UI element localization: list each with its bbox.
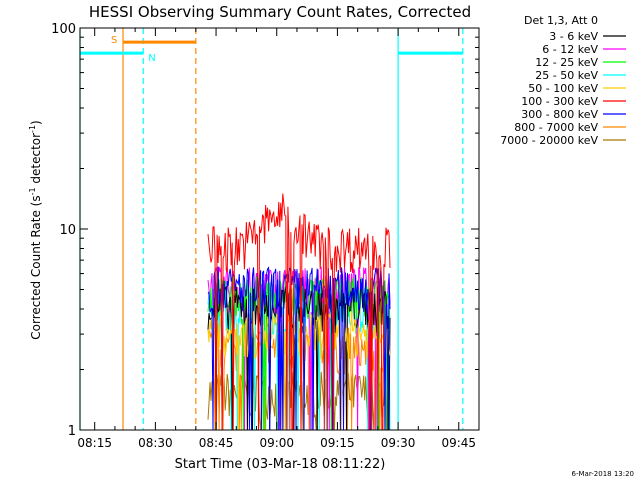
saa-label: S — [111, 35, 117, 46]
legend-label: 25 - 50 keV — [535, 69, 598, 82]
legend-label: 100 - 300 keV — [521, 95, 598, 108]
legend-label: 800 - 7000 keV — [514, 121, 598, 134]
x-tick-label: 09:00 — [259, 436, 294, 450]
legend-label: 7000 - 20000 keV — [500, 134, 598, 147]
x-tick-label: 08:30 — [138, 436, 173, 450]
x-tick-label: 09:15 — [320, 436, 355, 450]
x-axis-label: Start Time (03-Mar-18 08:11:22) — [175, 457, 386, 472]
y-axis-label-part2: detector — [29, 133, 43, 188]
legend-label: 50 - 100 keV — [528, 82, 598, 95]
x-tick-label: 08:15 — [77, 436, 112, 450]
x-tick-label: 08:45 — [199, 436, 234, 450]
legend-label: 300 - 800 keV — [521, 108, 598, 121]
x-tick-label: 09:45 — [441, 436, 476, 450]
y-axis-label-part3: ) — [29, 120, 43, 125]
y-tick-label: 1 — [68, 424, 76, 439]
y-axis-label-part1: Corrected Count Rate (s — [29, 195, 43, 339]
y-axis-label-sup2: -1 — [28, 125, 37, 133]
y-axis-label-sup1: -1 — [28, 187, 37, 195]
night-label: N — [148, 53, 155, 64]
legend-label: 3 - 6 keV — [549, 30, 598, 43]
y-tick-label: 10 — [59, 223, 76, 238]
series-line — [207, 193, 391, 431]
footer-timestamp: 6-Mar-2018 13:20 — [572, 470, 634, 478]
x-tick-label: 09:30 — [381, 436, 416, 450]
series-line — [207, 266, 391, 431]
y-axis-label: Corrected Count Rate (s-1 detector-1) — [28, 120, 43, 339]
legend-title: Det 1,3, Att 0 — [524, 14, 598, 27]
axes: 08:15 08:30 08:45 09:00 09:15 09:30 09:45 1 10 10… — [51, 22, 480, 450]
plot-area: SN — [79, 28, 464, 431]
legend-label: 6 - 12 keV — [542, 43, 598, 56]
chart-title: HESSI Observing Summary Count Rates, Cor… — [89, 3, 471, 21]
legend-label: 12 - 25 keV — [535, 56, 598, 69]
y-tick-label: 100 — [51, 22, 76, 37]
